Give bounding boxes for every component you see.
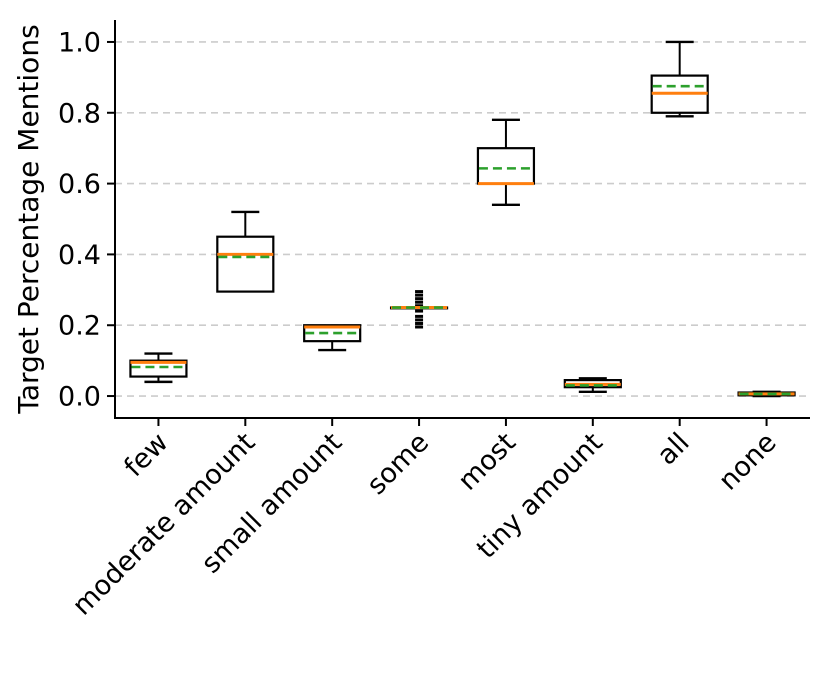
y-tick-label: 1.0 (58, 27, 101, 58)
x-tick-label-few: few (118, 427, 174, 483)
flier-marker (415, 304, 424, 308)
box-group-few (129, 352, 188, 384)
box-group-small-amount (303, 324, 362, 352)
flier-marker (415, 309, 424, 313)
box-group-none (737, 390, 796, 398)
y-axis-label: Target Percentage Mentions (12, 24, 45, 414)
box-group-some (389, 290, 449, 329)
y-tick-label: 0.0 (58, 382, 101, 413)
flier-marker (415, 297, 424, 301)
box-group-all (650, 40, 709, 118)
flier-marker (415, 325, 424, 329)
box-rect (129, 359, 188, 378)
flier-marker (415, 293, 424, 297)
x-tick-label-none: none (713, 427, 783, 497)
flier-marker (415, 300, 424, 304)
y-tick-label: 0.2 (58, 311, 101, 342)
y-tick-label: 0.8 (58, 98, 101, 129)
flier-marker (415, 321, 424, 325)
flier-marker (415, 290, 424, 294)
flier-marker (415, 314, 424, 318)
box-rect (216, 235, 275, 293)
x-tick-label-some: some (361, 427, 435, 501)
x-tick-label-most: most (452, 427, 522, 497)
box-group-moderate-amount (216, 210, 275, 293)
y-tick-label: 0.6 (58, 169, 101, 200)
x-tick-label-all: all (651, 427, 695, 471)
flier-marker (415, 318, 424, 322)
box-rect (303, 324, 362, 343)
box-group-tiny-amount (563, 377, 622, 393)
box-group-most (476, 118, 536, 207)
y-tick-label: 0.4 (58, 240, 101, 271)
box-rect (476, 147, 536, 185)
